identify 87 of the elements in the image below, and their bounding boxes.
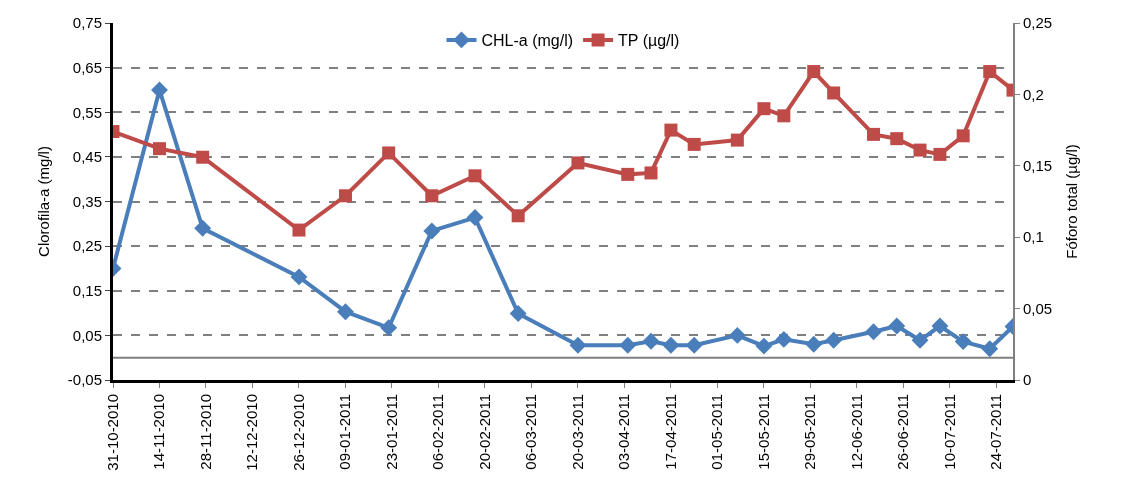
y2-tick-label: 0,15 (1023, 157, 1053, 175)
y-tick-label: 0,45 (72, 148, 102, 166)
x-tick-label: 31-10-2010 (103, 394, 121, 471)
point (338, 189, 352, 203)
point (825, 331, 843, 349)
point (757, 102, 771, 116)
x-tick-label: 23-01-2011 (382, 394, 400, 470)
y2-tick-label: 0,2 (1023, 85, 1044, 103)
point (867, 127, 881, 141)
point (956, 129, 970, 143)
point (954, 333, 972, 351)
point (644, 166, 658, 180)
x-tick-label: 10-07-2011 (940, 394, 958, 470)
point (569, 336, 587, 354)
y2-tick-label: 0,05 (1023, 299, 1053, 317)
x-tick-label: 29-05-2011 (801, 394, 819, 470)
point (728, 326, 746, 344)
point (933, 147, 947, 161)
x-tick-label: 20-03-2011 (568, 394, 586, 470)
x-tick-label: 15-05-2011 (754, 394, 772, 470)
point (685, 336, 703, 354)
point (664, 123, 678, 137)
x-tick-label: 28-11-2010 (196, 394, 214, 470)
x-tick-label: 24-07-2011 (987, 394, 1005, 470)
x-tick-label: 20-02-2011 (475, 394, 493, 470)
y-tick-label: 0,55 (72, 103, 102, 121)
legend-label: CHL-a (mg/l) (481, 32, 574, 50)
y-tick-label: -0,05 (67, 371, 102, 389)
point (194, 219, 212, 237)
y2-axis-title: Fóforo total (µg/l) (1062, 144, 1080, 259)
point (382, 146, 396, 160)
point (619, 336, 637, 354)
point (151, 81, 168, 99)
y-tick-label: 0,15 (72, 282, 102, 299)
point (621, 167, 635, 181)
x-tick-label: 26-06-2011 (894, 394, 912, 470)
point (777, 109, 791, 123)
point (931, 317, 949, 335)
point (466, 209, 484, 227)
point (827, 86, 841, 100)
y-axis-title: Clorofila-a (mg/l) (35, 146, 53, 257)
point (292, 223, 306, 237)
x-tick-label: 12-12-2010 (243, 394, 261, 471)
x-tick-label: 01-05-2011 (708, 394, 726, 470)
point (983, 65, 997, 79)
point (807, 65, 821, 79)
point (152, 142, 166, 156)
point (511, 209, 525, 223)
y-tick-label: 0,35 (72, 192, 102, 210)
y-tick-label: 0,65 (72, 58, 102, 76)
point (755, 337, 773, 355)
point (730, 133, 744, 147)
point (888, 317, 906, 335)
point (911, 331, 929, 349)
point (337, 303, 354, 321)
point (981, 340, 999, 358)
point (642, 332, 660, 350)
point (687, 137, 701, 151)
point (425, 189, 439, 203)
point (509, 305, 527, 322)
point (662, 336, 680, 354)
y-tick-label: 0,75 (72, 14, 102, 32)
point (468, 169, 482, 183)
point (775, 330, 793, 348)
point (571, 156, 585, 170)
point (865, 323, 882, 341)
y2-tick-label: 0,25 (1023, 14, 1053, 32)
point (805, 335, 823, 353)
point (913, 143, 927, 157)
x-tick-label: 09-01-2011 (336, 394, 354, 470)
legend-label: TP (µg/l) (618, 32, 680, 50)
y-tick-label: 0,05 (72, 326, 102, 344)
x-tick-label: 03-04-2011 (615, 394, 633, 470)
x-tick-label: 06-03-2011 (522, 394, 540, 470)
point (380, 319, 398, 337)
x-tick-label: 17-04-2011 (661, 394, 679, 470)
point (290, 268, 308, 286)
point (423, 222, 441, 240)
y2-tick-label: 0,1 (1023, 228, 1044, 246)
point (890, 132, 904, 146)
x-tick-label: 06-02-2011 (429, 394, 447, 470)
x-tick-label: 26-12-2010 (289, 394, 307, 471)
x-tick-label: 14-11-2010 (150, 394, 168, 470)
y-tick-label: 0,25 (72, 237, 102, 255)
point (196, 150, 210, 164)
x-tick-label: 12-06-2011 (847, 394, 865, 470)
y2-tick-label: 0 (1023, 371, 1032, 389)
